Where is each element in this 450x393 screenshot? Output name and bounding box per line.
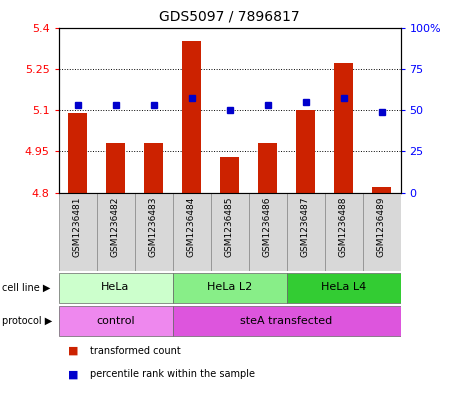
Text: percentile rank within the sample: percentile rank within the sample xyxy=(90,369,255,379)
Title: GDS5097 / 7896817: GDS5097 / 7896817 xyxy=(159,9,300,24)
Text: steA transfected: steA transfected xyxy=(240,316,333,326)
Text: protocol ▶: protocol ▶ xyxy=(2,316,53,326)
Text: HeLa: HeLa xyxy=(101,282,130,292)
Bar xyxy=(106,143,125,193)
Bar xyxy=(248,193,287,271)
Bar xyxy=(58,306,172,336)
Bar xyxy=(287,273,400,303)
Bar xyxy=(144,143,163,193)
Text: GSM1236485: GSM1236485 xyxy=(225,196,234,257)
Text: GSM1236481: GSM1236481 xyxy=(73,196,82,257)
Bar xyxy=(220,157,239,193)
Text: transformed count: transformed count xyxy=(90,346,181,356)
Bar xyxy=(58,193,96,271)
Text: GSM1236489: GSM1236489 xyxy=(377,196,386,257)
Bar xyxy=(96,193,135,271)
Bar xyxy=(296,110,315,193)
Text: GSM1236484: GSM1236484 xyxy=(187,196,196,257)
Bar xyxy=(135,193,172,271)
Text: ■: ■ xyxy=(68,346,78,356)
Text: GSM1236487: GSM1236487 xyxy=(301,196,310,257)
Text: HeLa L2: HeLa L2 xyxy=(207,282,252,292)
Bar xyxy=(258,143,277,193)
Bar xyxy=(172,306,400,336)
Bar xyxy=(172,193,211,271)
Text: cell line ▶: cell line ▶ xyxy=(2,283,50,293)
Text: GSM1236486: GSM1236486 xyxy=(263,196,272,257)
Bar xyxy=(211,193,248,271)
Text: ■: ■ xyxy=(68,369,78,379)
Bar xyxy=(172,273,287,303)
Text: HeLa L4: HeLa L4 xyxy=(321,282,366,292)
Bar xyxy=(372,187,391,193)
Text: GSM1236488: GSM1236488 xyxy=(339,196,348,257)
Bar xyxy=(363,193,400,271)
Text: GSM1236482: GSM1236482 xyxy=(111,196,120,257)
Bar xyxy=(68,113,87,193)
Text: GSM1236483: GSM1236483 xyxy=(149,196,158,257)
Bar xyxy=(182,41,201,193)
Bar xyxy=(334,63,353,193)
Bar xyxy=(324,193,363,271)
Bar xyxy=(287,193,324,271)
Text: control: control xyxy=(96,316,135,326)
Bar xyxy=(58,273,172,303)
